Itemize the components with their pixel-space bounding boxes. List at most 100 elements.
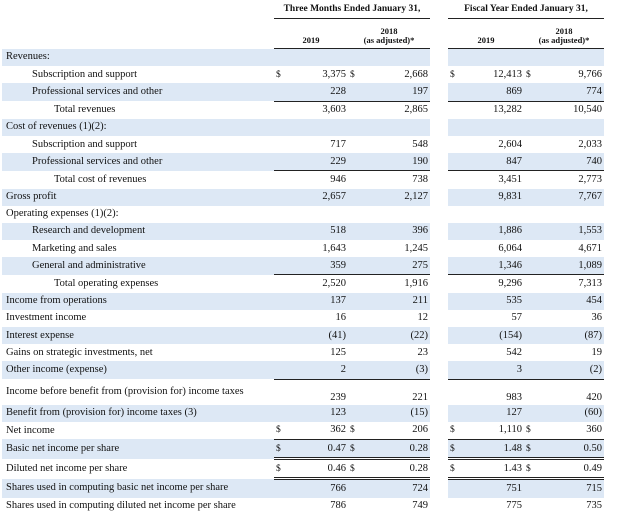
header-col-2018-q-note: (as adjusted)* <box>363 35 415 45</box>
currency-symbol <box>274 478 290 498</box>
currency-symbol <box>448 257 464 276</box>
currency-symbol: $ <box>450 69 455 80</box>
currency-symbol <box>448 153 464 172</box>
cell-value: 19 <box>591 346 603 358</box>
currency-symbol <box>348 206 364 223</box>
cell-value: 548 <box>412 138 428 150</box>
row-label: Subscription and support <box>32 68 137 80</box>
currency-symbol <box>348 498 364 515</box>
currency-symbol <box>274 48 290 67</box>
cell-value: 774 <box>540 83 605 102</box>
cell-value: 2,668 <box>404 68 428 80</box>
cell-value: (41) <box>290 327 348 345</box>
cell-value: 0.28 <box>364 458 430 481</box>
cell-value: (3) <box>364 361 430 380</box>
row-label: Interest expense <box>2 327 274 345</box>
table-row: Subscription and support $3,375 $2,668 $12,… <box>2 66 639 84</box>
currency-symbol <box>524 404 540 422</box>
currency-symbol <box>348 48 364 67</box>
row-label: Benefit from (provision for) income taxe… <box>2 404 274 422</box>
header-three-months: Three Months Ended January 31, <box>274 0 430 19</box>
cell-value: 197 <box>364 83 430 102</box>
cell-value: 12,413 <box>493 68 522 80</box>
cell-value: 869 <box>464 83 524 102</box>
header-row-groups: Three Months Ended January 31, Fiscal Ye… <box>2 0 638 19</box>
row-label: Cost of revenues (1)(2): <box>2 118 274 136</box>
currency-symbol: $ <box>524 421 540 440</box>
cell-value: 127 <box>464 404 524 422</box>
header-col-2018-fy-note: (as adjusted)* <box>538 35 590 45</box>
cell-value: 9,766 <box>578 68 603 80</box>
row-label: Income before benefit from (provision fo… <box>6 386 244 398</box>
currency-symbol <box>448 498 464 515</box>
row-label: Basic net income per share <box>2 439 274 459</box>
row-label: Professional services and other <box>2 153 274 171</box>
cell-value: 2,033 <box>578 138 603 150</box>
table-row: Research and development 518 396 1,886 1,553 <box>2 222 639 241</box>
cell-value: 123 <box>290 404 348 422</box>
cell-value: 0.46 <box>290 458 348 481</box>
cell-value: 1.43 <box>464 458 524 481</box>
cell-value <box>290 206 348 223</box>
cell-value: 983 <box>506 391 522 403</box>
currency-symbol <box>274 275 290 293</box>
currency-symbol <box>448 48 464 67</box>
cell-value: 1,916 <box>404 278 428 290</box>
row-label: Diluted net income per share <box>6 462 128 474</box>
currency-symbol <box>274 240 290 257</box>
row-label: Subscription and support <box>32 138 137 150</box>
currency-symbol <box>448 327 464 345</box>
currency-symbol <box>448 171 464 189</box>
header-col-2018-q: 2018 (as adjusted)* <box>348 18 430 49</box>
currency-symbol: $ <box>274 439 290 461</box>
cell-value: 1,886 <box>464 222 524 241</box>
cell-value: 738 <box>412 173 428 185</box>
currency-symbol: $ <box>448 421 464 440</box>
row-label: Total revenues <box>54 103 116 115</box>
currency-symbol <box>524 83 540 102</box>
currency-symbol <box>524 206 540 223</box>
currency-symbol <box>274 344 290 361</box>
cell-value: 206 <box>364 421 430 440</box>
currency-symbol <box>448 83 464 102</box>
currency-symbol <box>524 327 540 345</box>
table-row: Revenues: <box>2 48 639 67</box>
currency-symbol: $ <box>448 439 464 461</box>
currency-symbol: $ <box>348 439 364 461</box>
cell-value: 3 <box>464 361 524 380</box>
row-label: Other income (expense) <box>2 361 274 380</box>
row-label: Gross profit <box>2 188 274 206</box>
cell-value: 0.28 <box>364 439 430 461</box>
cell-value: 6,064 <box>498 242 522 254</box>
currency-symbol <box>348 310 364 327</box>
table-row: Cost of revenues (1)(2): <box>2 118 639 136</box>
cell-value: 3,375 <box>322 68 346 80</box>
currency-symbol <box>524 292 540 310</box>
cell-value: 2 <box>290 361 348 380</box>
currency-symbol <box>274 206 290 223</box>
cell-value: 12 <box>417 312 429 324</box>
statement-rows: Revenues: Subscription and support $3,375 $… <box>2 48 639 515</box>
cell-value: 715 <box>540 478 605 498</box>
currency-symbol <box>348 136 364 153</box>
currency-symbol <box>524 275 540 293</box>
header-col-2018-fy-year: 2018 <box>555 26 573 36</box>
currency-symbol <box>448 404 464 422</box>
row-label: Investment income <box>6 312 87 324</box>
cell-value: 735 <box>586 500 603 512</box>
currency-symbol: $ <box>524 458 540 481</box>
cell-value: 9,831 <box>464 188 524 206</box>
cell-value: 1,346 <box>464 257 524 276</box>
row-label: Research and development <box>2 222 274 241</box>
cell-value <box>364 48 430 67</box>
currency-symbol <box>348 478 364 498</box>
table-row: Income before benefit from (provision fo… <box>2 379 639 405</box>
currency-symbol <box>448 101 464 119</box>
table-row: Professional services and other 229 190 847… <box>2 153 639 172</box>
cell-value: 749 <box>412 500 428 512</box>
cell-value: 3,603 <box>322 104 346 116</box>
cell-value: 786 <box>330 500 346 512</box>
cell-value: 535 <box>464 292 524 310</box>
currency-symbol <box>448 136 464 153</box>
